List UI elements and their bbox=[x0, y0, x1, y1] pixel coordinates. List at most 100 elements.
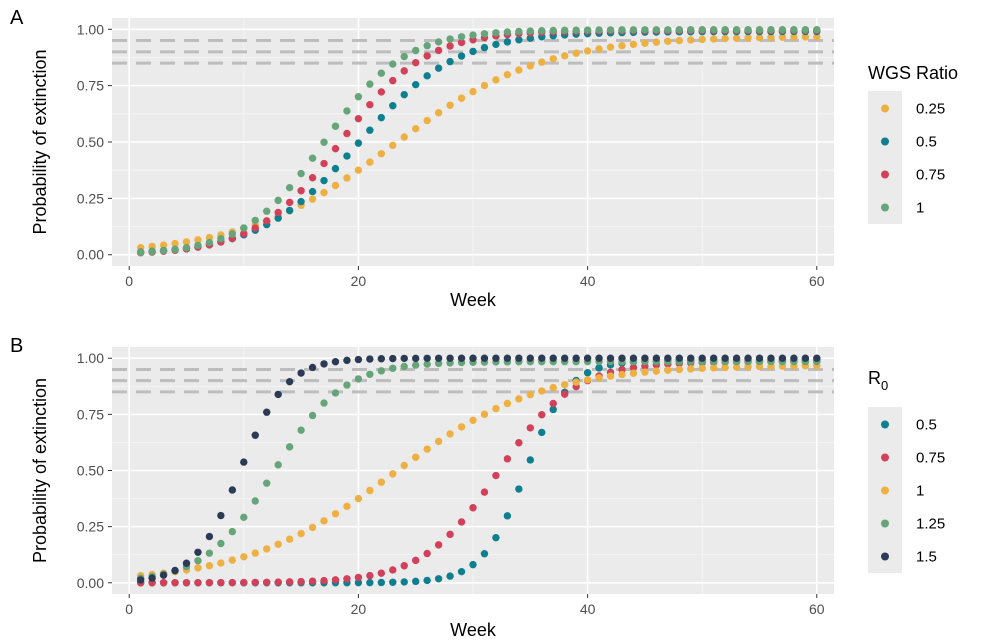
data-point bbox=[308, 154, 317, 162]
data-point bbox=[297, 169, 305, 178]
data-point bbox=[354, 93, 363, 101]
y-tick-label: 1.00 bbox=[77, 21, 104, 37]
data-point bbox=[136, 248, 145, 257]
data-point bbox=[457, 52, 466, 60]
data-point bbox=[503, 399, 512, 408]
data-point bbox=[595, 45, 603, 53]
data-point bbox=[709, 364, 718, 372]
y-axis-title: Probability of extinction bbox=[30, 49, 50, 234]
data-point bbox=[790, 354, 798, 362]
data-point bbox=[263, 217, 271, 225]
data-point bbox=[263, 578, 271, 586]
data-point bbox=[583, 369, 592, 377]
data-point bbox=[423, 576, 431, 585]
data-point bbox=[263, 207, 271, 215]
data-point bbox=[790, 26, 798, 34]
data-point bbox=[411, 58, 420, 67]
data-point bbox=[698, 364, 706, 373]
data-point bbox=[377, 88, 386, 96]
data-point bbox=[354, 114, 363, 123]
data-point bbox=[159, 571, 168, 579]
data-point bbox=[366, 571, 374, 580]
data-point bbox=[366, 158, 374, 166]
data-point bbox=[572, 49, 580, 57]
data-point bbox=[331, 164, 340, 173]
data-point bbox=[423, 72, 431, 80]
data-point bbox=[480, 43, 489, 52]
data-point bbox=[434, 64, 443, 72]
data-point bbox=[331, 122, 340, 130]
data-point bbox=[492, 471, 500, 480]
legend-key-point bbox=[881, 552, 889, 561]
data-point bbox=[744, 354, 752, 362]
data-point bbox=[606, 372, 615, 380]
data-point bbox=[423, 52, 431, 60]
data-point bbox=[744, 363, 752, 371]
data-point bbox=[721, 354, 729, 362]
y-tick-label: 0.75 bbox=[77, 78, 104, 94]
data-point bbox=[652, 367, 661, 375]
data-point bbox=[366, 355, 374, 363]
data-point bbox=[687, 26, 695, 34]
data-point bbox=[389, 578, 397, 586]
data-point bbox=[469, 560, 477, 569]
data-point bbox=[400, 67, 408, 75]
data-point bbox=[205, 532, 214, 541]
data-point bbox=[560, 354, 569, 362]
data-point bbox=[240, 458, 248, 466]
legend-key-point bbox=[881, 104, 889, 113]
data-point bbox=[480, 488, 489, 496]
data-point bbox=[560, 380, 569, 389]
data-point bbox=[675, 354, 683, 362]
data-point bbox=[217, 539, 225, 548]
data-point bbox=[354, 578, 363, 587]
data-point bbox=[308, 577, 317, 585]
data-point bbox=[343, 174, 351, 182]
data-point bbox=[240, 578, 248, 587]
data-point bbox=[503, 455, 512, 463]
legend-key-point bbox=[881, 170, 889, 179]
data-point bbox=[641, 26, 649, 34]
data-point bbox=[434, 46, 443, 55]
data-point bbox=[515, 439, 523, 447]
data-point bbox=[377, 69, 386, 77]
legend-label: 1 bbox=[916, 200, 924, 217]
data-point bbox=[423, 354, 431, 362]
data-point bbox=[400, 461, 408, 470]
data-point bbox=[434, 541, 443, 549]
data-point bbox=[320, 176, 328, 185]
data-point bbox=[538, 58, 546, 66]
data-point bbox=[389, 364, 397, 372]
data-point bbox=[515, 36, 523, 44]
data-point bbox=[652, 26, 661, 34]
data-point bbox=[274, 461, 282, 469]
data-point bbox=[251, 549, 259, 557]
data-point bbox=[297, 426, 305, 434]
data-point bbox=[434, 38, 443, 46]
data-point bbox=[285, 206, 294, 215]
legend-key-point bbox=[881, 137, 889, 146]
data-point bbox=[583, 354, 592, 362]
data-point bbox=[526, 456, 535, 464]
data-point bbox=[457, 518, 466, 526]
legend-key-point bbox=[881, 420, 889, 429]
data-point bbox=[503, 70, 512, 79]
data-point bbox=[583, 47, 592, 55]
data-point bbox=[492, 29, 500, 37]
data-point bbox=[285, 443, 294, 451]
data-point bbox=[618, 26, 626, 34]
data-point bbox=[182, 238, 191, 246]
data-point bbox=[366, 80, 374, 88]
data-point bbox=[446, 354, 454, 362]
data-point bbox=[171, 566, 179, 575]
data-point bbox=[790, 33, 798, 41]
legend-key-point bbox=[881, 486, 889, 495]
data-point bbox=[698, 26, 706, 34]
data-point bbox=[377, 569, 386, 577]
data-point bbox=[217, 578, 225, 587]
data-point bbox=[721, 26, 729, 34]
data-point bbox=[675, 26, 683, 34]
data-point bbox=[194, 557, 202, 565]
series-1 bbox=[136, 26, 821, 257]
